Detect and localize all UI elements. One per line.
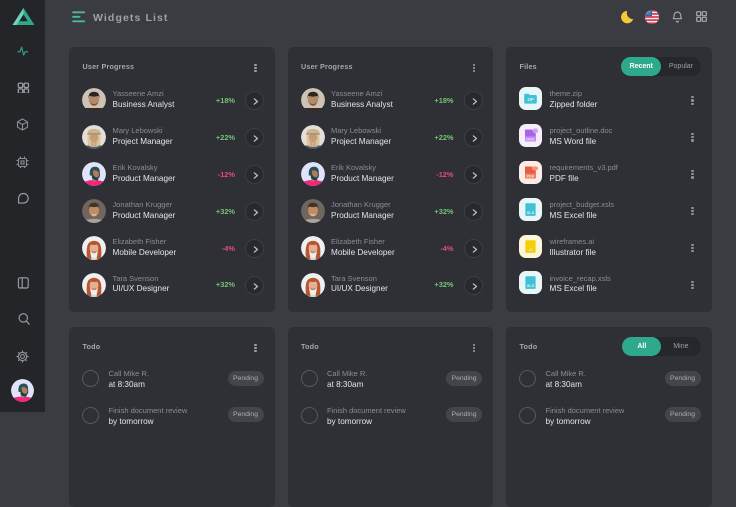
svg-text:DOC: DOC	[526, 137, 535, 141]
svg-text:XLS: XLS	[526, 283, 534, 288]
svg-text:XLS: XLS	[526, 209, 534, 214]
svg-text:PDF: PDF	[526, 174, 534, 178]
svg-text:ZIP: ZIP	[527, 97, 534, 102]
svg-text:AI: AI	[528, 246, 532, 251]
